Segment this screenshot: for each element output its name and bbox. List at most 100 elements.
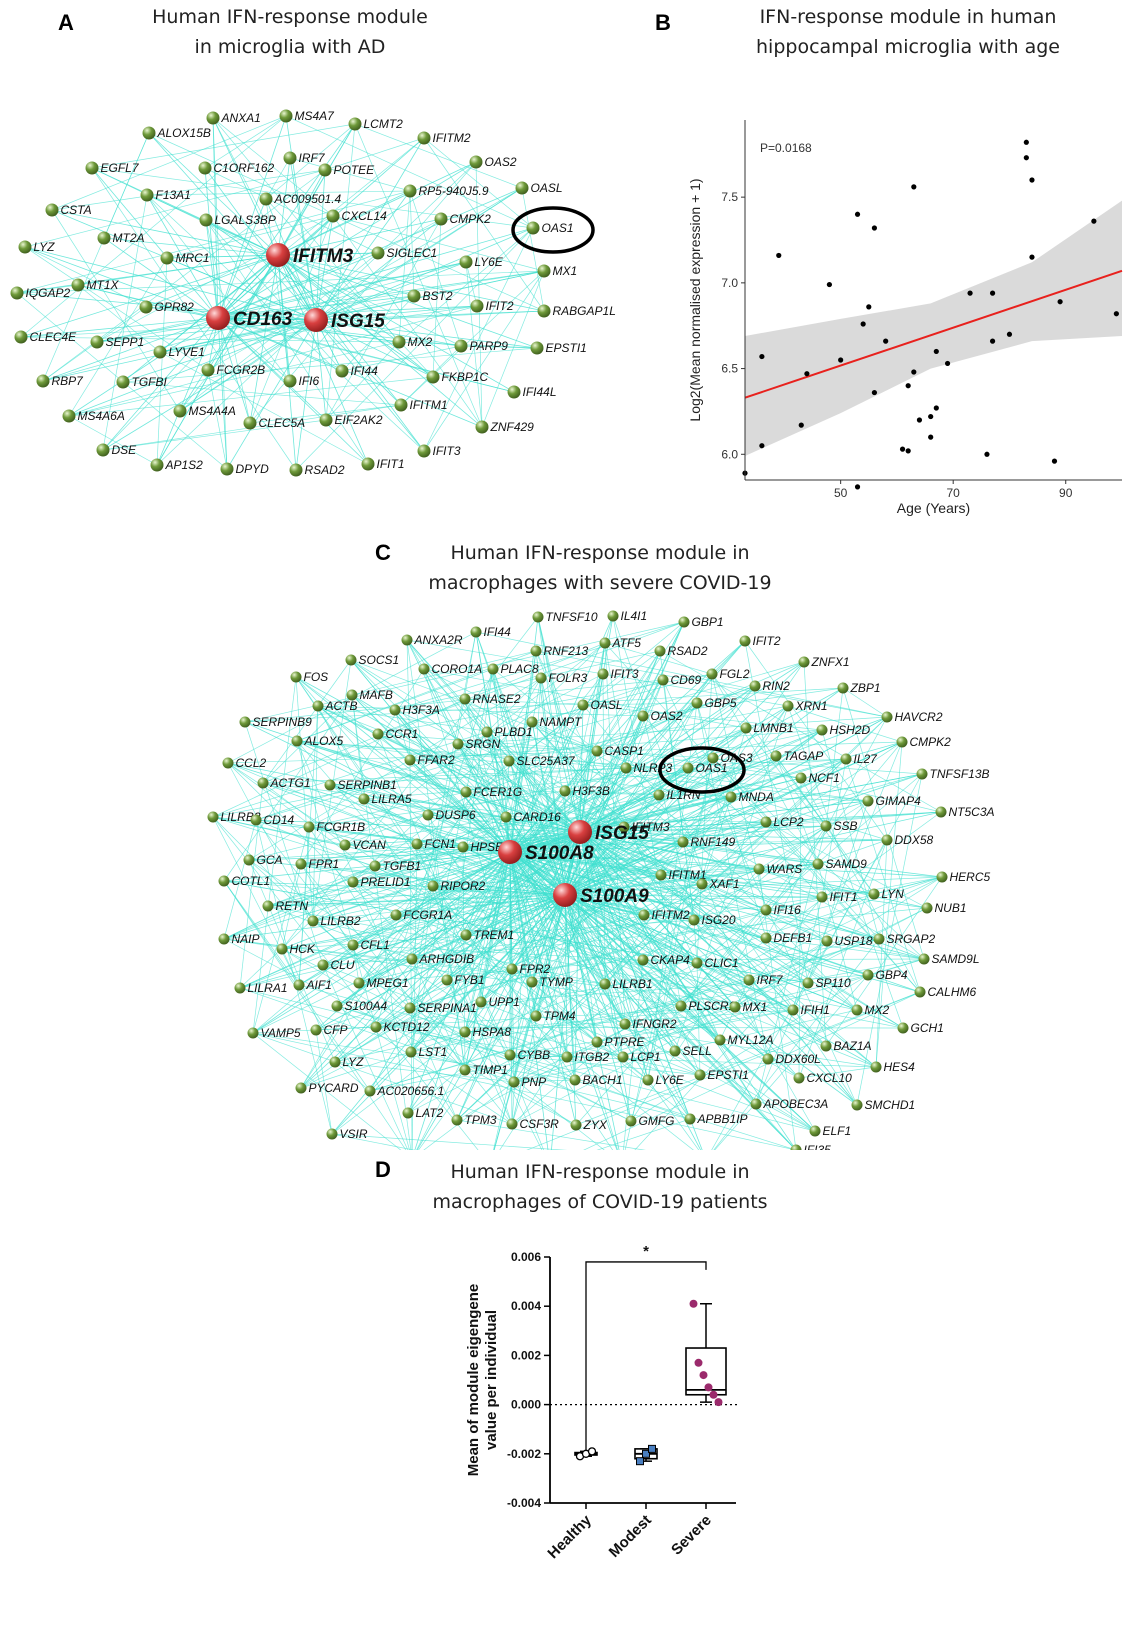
edge [460,345,538,349]
edge [91,167,297,471]
gene-node-pycard [295,1082,307,1094]
gene-label-lst1: LST1 [419,1045,448,1059]
y-tick-label: 0.004 [511,1299,541,1313]
gene-label-oasl: OASL [531,181,563,195]
gene-node-s100a4 [331,1000,343,1012]
gene-node-mt2a [97,231,111,245]
gene-node-sell [669,1045,681,1057]
data-point [776,252,782,259]
gene-label-iqgap2: IQGAP2 [26,286,71,300]
gene-label-arhgdib: ARHGDIB [419,952,475,966]
data-point [826,281,833,288]
gene-node-casp1 [591,745,603,757]
edge [492,668,568,1058]
edge [277,190,411,256]
gene-label-lilrb1: LILRB1 [613,977,653,991]
gene-node-defb1 [760,932,772,944]
data-point [759,353,765,360]
gene-node-xrn1 [782,700,794,712]
gene-node-ms4a6a [62,409,76,423]
gene-label-mpeg1: MPEG1 [367,976,409,990]
edge [20,317,219,338]
gene-node-rnf149 [677,836,689,848]
gene-label-nlrp3: NLRP3 [634,761,673,775]
gene-label-ms4a7: MS4A7 [295,109,336,123]
gene-label-lmnb1: LMNB1 [754,721,794,735]
gene-label-vcan: VCAN [353,838,387,852]
gene-node-tagap [770,750,782,762]
gene-label-usp18: USP18 [835,934,873,948]
gene-node-fgl2 [706,668,718,680]
edge [423,227,534,452]
hub-label-ifitm3: IFITM3 [293,246,354,267]
edge [217,317,369,465]
gene-node-egfl7 [85,161,99,175]
data-point [933,348,939,355]
edge [102,419,327,451]
gene-label-mt1x: MT1X [87,278,120,292]
gene-label-lilra1: LILRA1 [248,981,288,995]
gene-node-calhm6 [914,986,926,998]
gene-label-plac8: PLAC8 [501,662,539,676]
p-value-annotation: P=0.0168 [760,141,812,155]
edge [423,1081,515,1150]
gene-node-baz1a [820,1040,832,1052]
gene-label-rnf213: RNF213 [544,644,589,658]
edge [223,819,257,940]
y-tick-label: 0.002 [511,1348,541,1362]
gene-label-tymp: TYMP [540,975,573,989]
edge [223,851,511,940]
edge [212,816,346,846]
gene-node-oas1 [526,221,540,235]
gene-node-cfl1 [347,939,359,951]
edge [207,187,523,371]
gene-label-oas1: OAS1 [696,761,728,775]
gene-label-egfl7: EGFL7 [101,161,140,175]
edge [821,729,880,940]
gene-node-mpeg1 [353,977,365,989]
gene-label-cxcl14: CXCL14 [342,209,388,223]
gene-label-slc25a37: SLC25A37 [517,754,576,768]
data-point [989,338,996,344]
edge [146,190,411,196]
edge [223,880,566,896]
panel-d-title: Human IFN-response module in macrophages… [410,1157,790,1217]
gene-node-f13a1 [140,188,154,202]
edge [103,237,279,256]
gene-label-gmfg: GMFG [639,1114,675,1128]
edge [300,831,581,865]
edge [262,782,346,846]
gene-label-ifit2: IFIT2 [753,634,781,648]
gene-node-tpm4 [530,1010,542,1022]
gene-node-rnase2 [459,693,471,705]
gene-label-pnp: PNP [522,1075,547,1089]
gene-label-sell: SELL [683,1044,712,1058]
edge [630,825,827,1122]
gene-node-ifit3 [417,444,431,458]
gene-node-mx2 [392,335,406,349]
edge [102,317,219,451]
edge [800,777,921,993]
edge [315,261,467,321]
edge [212,117,400,343]
edge [480,650,537,1003]
data-point [704,1383,713,1392]
edge [511,773,923,1125]
edge [579,831,904,1029]
edge [407,851,511,1114]
gene-label-lat2: LAT2 [416,1106,444,1120]
edge [481,270,545,428]
gene-label-ccl2: CCL2 [236,756,267,770]
edge [564,757,714,896]
gene-label-kctd12: KCTD12 [384,1020,430,1034]
edge [842,687,925,960]
edge [531,721,858,1106]
gene-label-lilrb2: LILRB2 [321,914,361,928]
edge [564,790,757,1105]
gene-label-ifi44: IFI44 [351,364,379,378]
gene-label-mt2a: MT2A [113,231,145,245]
gene-label-atf5: ATF5 [612,636,642,650]
highlight-ring-oas1 [658,746,746,794]
gene-node-cfp [310,1024,322,1036]
edge [492,668,598,752]
